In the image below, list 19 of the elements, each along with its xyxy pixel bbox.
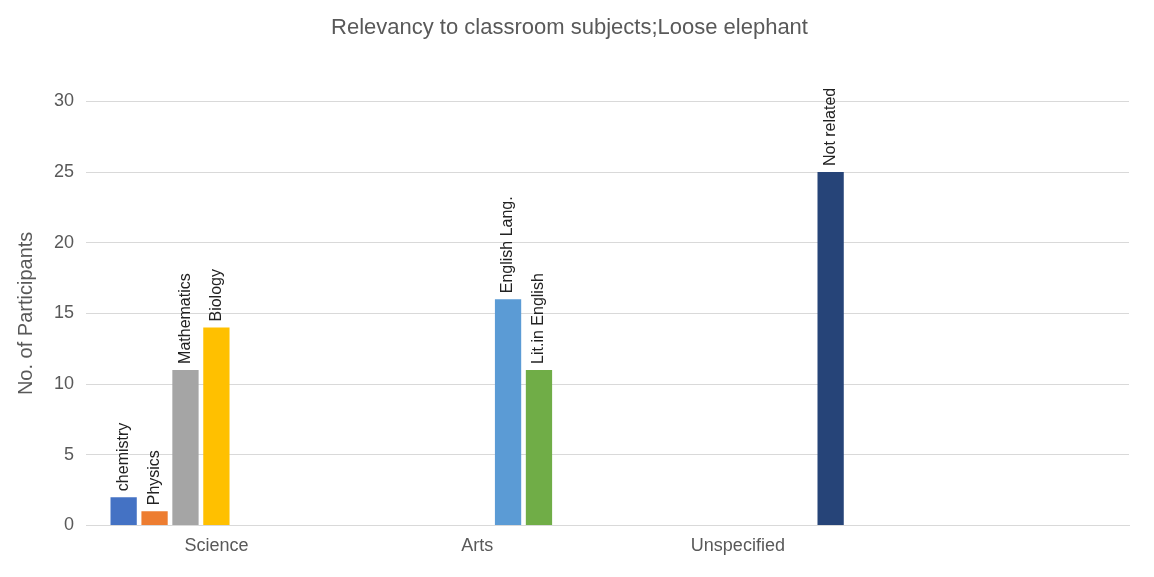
y-axis-title: No. of Participants — [13, 231, 36, 396]
text: Not related — [821, 87, 839, 167]
text: Lit.in English — [529, 273, 547, 364]
text: Mathematics — [175, 273, 193, 364]
y-tick-label: 20 — [53, 231, 75, 252]
text: Physics — [144, 450, 162, 506]
text: Biology — [206, 269, 224, 322]
y-tick-label: 15 — [53, 302, 75, 323]
text: chemistry — [114, 422, 132, 492]
y-tick-label: 25 — [53, 161, 75, 182]
text: English Lang. — [498, 196, 516, 294]
y-tick-label: 5 — [64, 443, 75, 464]
y-tick-label: 0 — [64, 514, 75, 535]
x-tick-label: Science — [184, 535, 249, 556]
x-tick-label: Arts — [461, 535, 494, 556]
y-tick-label: 30 — [53, 90, 75, 111]
chart-title: Relevancy to classroom subjects;Loose elephant — [331, 14, 808, 40]
y-tick-label: 10 — [53, 373, 75, 394]
x-tick-label: Unspecified — [690, 535, 785, 556]
